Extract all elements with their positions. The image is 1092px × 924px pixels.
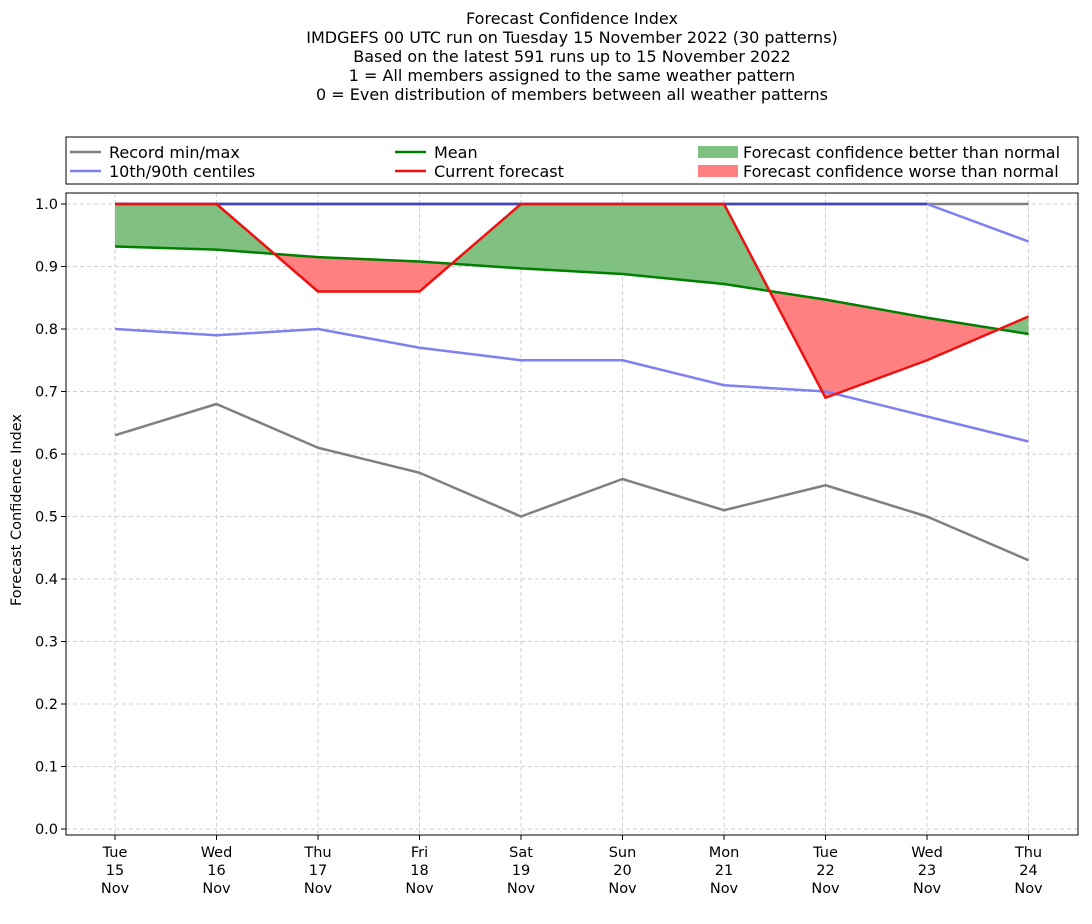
y-tick-label: 0.7 — [35, 385, 58, 401]
legend-swatch-better — [698, 146, 738, 158]
x-tick-label-day: Fri — [411, 845, 428, 861]
x-tick-label-day: Tue — [812, 845, 838, 861]
x-tick-label-month: Nov — [1014, 881, 1043, 897]
x-tick-label-date: 18 — [410, 863, 428, 879]
worse-than-normal-area — [927, 317, 999, 361]
x-tick-label-date: 20 — [613, 863, 631, 879]
x-tick-label-date: 23 — [918, 863, 936, 879]
x-tick-label-day: Wed — [201, 845, 233, 861]
x-tick-label-date: 24 — [1019, 863, 1037, 879]
legend-label-worse: Forecast confidence worse than normal — [743, 162, 1059, 181]
x-tick-label-day: Mon — [709, 845, 740, 861]
worse-than-normal-area — [825, 299, 927, 398]
x-tick-label-month: Nov — [710, 881, 739, 897]
y-tick-label: 0.3 — [35, 635, 58, 651]
x-tick-label-month: Nov — [811, 881, 840, 897]
x-tick-label-date: 19 — [512, 863, 530, 879]
x-tick-label-day: Sun — [609, 845, 637, 861]
x-tick-label-month: Nov — [101, 881, 130, 897]
legend-label-mean: Mean — [434, 143, 478, 162]
y-tick-label: 0.0 — [35, 822, 58, 838]
better-than-normal-area — [115, 204, 217, 250]
x-tick-label-day: Tue — [102, 845, 128, 861]
title-line-2: IMDGEFS 00 UTC run on Tuesday 15 Novembe… — [306, 28, 838, 47]
x-tick-label-month: Nov — [507, 881, 536, 897]
x-tick-label-date: 22 — [816, 863, 834, 879]
x-tick-label-day: Sat — [509, 845, 533, 861]
y-tick-label: 0.9 — [35, 260, 58, 276]
x-tick-label-date: 21 — [715, 863, 733, 879]
x-tick-label-month: Nov — [608, 881, 637, 897]
y-axis-label: Forecast Confidence Index — [9, 414, 25, 606]
mean-line — [114, 245, 1029, 336]
x-tick-label-date: 16 — [207, 863, 225, 879]
plot-frame — [65, 192, 1079, 836]
y-tick-label: 1.0 — [35, 197, 58, 213]
y-tick-label: 0.5 — [35, 510, 58, 526]
x-tick-label-day: Thu — [303, 845, 331, 861]
title-line-4: 1 = All members assigned to the same wea… — [349, 66, 796, 85]
legend-label-record: Record min/max — [109, 143, 240, 162]
x-tick-label-month: Nov — [405, 881, 434, 897]
worse-than-normal-area — [318, 257, 420, 292]
better-than-normal-area — [521, 204, 623, 274]
x-tick-label-day: Wed — [911, 845, 943, 861]
x-tick-label-month: Nov — [202, 881, 231, 897]
centile-10-line — [114, 327, 1029, 443]
x-tick-label-month: Nov — [913, 881, 942, 897]
legend-swatch-worse — [698, 165, 738, 177]
title-line-3: Based on the latest 591 runs up to 15 No… — [353, 47, 791, 66]
legend-box — [65, 136, 1079, 185]
record-min-line — [114, 402, 1029, 562]
legend-label-current: Current forecast — [434, 162, 564, 181]
y-tick-label: 0.1 — [35, 760, 58, 776]
y-tick-label: 0.8 — [35, 322, 58, 338]
title-line-5: 0 = Even distribution of members between… — [316, 85, 828, 104]
y-tick-label: 0.4 — [35, 572, 58, 588]
better-than-normal-area — [622, 204, 724, 284]
legend-label-better: Forecast confidence better than normal — [743, 143, 1060, 162]
axes: 0.0 0.1 0.2 0.3 0.4 0.5 0.6 0.7 0.8 0.9 1.0 Tue 15 No… — [9, 192, 1079, 897]
x-tick-label-date: 15 — [106, 863, 124, 879]
plot-area — [66, 193, 1078, 835]
title-line-1: Forecast Confidence Index — [466, 9, 678, 28]
x-tick-label-day: Thu — [1014, 845, 1042, 861]
x-tick-label-month: Nov — [304, 881, 333, 897]
y-tick-label: 0.2 — [35, 697, 58, 713]
y-tick-label: 0.6 — [35, 447, 58, 463]
legend-label-centiles: 10th/90th centiles — [109, 162, 255, 181]
x-tick-label-date: 17 — [309, 863, 327, 879]
current-forecast-line — [115, 202, 1029, 399]
